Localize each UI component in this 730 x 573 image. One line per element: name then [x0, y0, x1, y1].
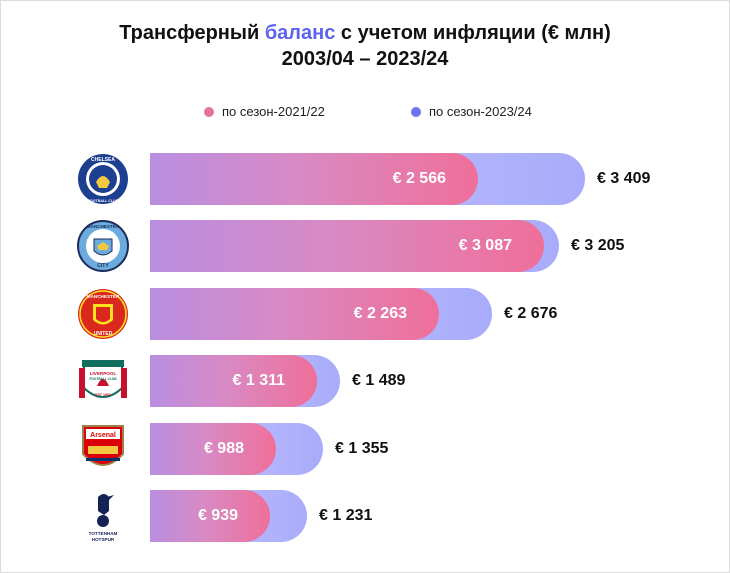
value-label-2023: € 1 231 [319, 507, 373, 524]
crest-text-bottom: EST 1892 [95, 393, 111, 397]
title-part2: с учетом инфляции (€ млн) [335, 22, 611, 44]
crest-trim [79, 290, 127, 338]
nameplate [86, 428, 120, 439]
bar-2021 [150, 287, 439, 340]
devil-icon [96, 306, 110, 322]
value-label-2021: € 1 311 [232, 372, 286, 390]
value-label-2023: € 1 355 [335, 439, 389, 457]
chart-subtitle: 2003/04 – 2023/24 [281, 48, 449, 70]
football-icon [97, 515, 109, 527]
manchester-united-logo: MANCHESTER UNITED [78, 288, 128, 339]
value-label-2023: € 1 489 [352, 372, 406, 390]
bar-2021 [150, 153, 478, 205]
value-label-2023: € 3 409 [597, 170, 651, 187]
cannon-icon [88, 445, 118, 454]
value-label-2021: € 988 [203, 439, 244, 457]
bar-row: € 1 311 € 1 489 LIVERPOOL FOOTBALL CLUB EST … [0, 355, 730, 408]
title-part1: Трансферный [119, 22, 265, 44]
bar-2021 [150, 422, 276, 475]
legend-dot-2021 [204, 107, 214, 117]
flame-left-icon [79, 368, 85, 399]
bar-row: € 988 € 1 355 Arsenal [0, 422, 730, 475]
arsenal-logo: Arsenal [82, 424, 124, 466]
crest-text-bottom: FOOTBALL CLUB [88, 199, 119, 203]
cockerel-icon [98, 494, 109, 515]
flame-right-icon [121, 368, 127, 399]
crest-text-top: LIVERPOOL [90, 371, 117, 376]
ship-icon [97, 242, 109, 251]
bar-2021 [150, 490, 270, 542]
chelsea-logo: CHELSEA FOOTBALL CLUB [78, 154, 128, 204]
bar-row: € 3 087 € 3 205 MANCHESTER CITY [0, 220, 730, 273]
legend-item-2021: по сезон-2021/22 [204, 104, 325, 119]
bar-2021 [150, 355, 317, 408]
bar-row: € 2 263 € 2 676 MANCHESTER UNITED [0, 287, 730, 340]
crest-text-top: MANCHESTER [87, 224, 120, 229]
bar-2021 [150, 220, 544, 273]
crest-text-bottom: UNITED [94, 331, 113, 337]
legend: по сезон-2021/22 по сезон-2023/24 [0, 104, 730, 124]
legend-item-2023: по сезон-2023/24 [411, 104, 532, 119]
value-label-2021: € 939 [197, 507, 238, 524]
legend-label-2021: по сезон-2021/22 [222, 104, 325, 119]
manchester-city-logo: MANCHESTER CITY [77, 220, 129, 273]
legend-label-2023: по сезон-2023/24 [429, 104, 532, 119]
legend-dot-2023 [411, 107, 421, 117]
value-label-2023: € 3 205 [571, 237, 625, 255]
bar-row: € 939 € 1 231 TOTTENHAM HOTSPUR [0, 490, 730, 542]
chart-title: Трансферный баланс с учетом инфляции (€ … [0, 20, 730, 72]
value-label-2021: € 3 087 [458, 237, 512, 255]
title-highlight: баланс [264, 22, 336, 44]
crest-text-top: MANCHESTER [87, 294, 120, 299]
crest-stripe [86, 457, 120, 461]
crest-text-middle: FOOTBALL CLUB [89, 377, 117, 381]
liverbird-icon [97, 379, 109, 387]
lion-icon [96, 176, 110, 188]
crest-text-bottom: HOTSPUR [92, 537, 115, 542]
crest-text-top: CHELSEA [91, 157, 115, 163]
gates-icon [82, 360, 124, 368]
beak-icon [107, 495, 114, 500]
crest-text-bottom: CITY [97, 263, 109, 269]
value-label-2023: € 2 676 [504, 304, 558, 322]
value-label-2021: € 2 263 [353, 304, 407, 322]
bar-row: € 2 566 € 3 409 CHELSEA FOOTBALL CLUB [0, 153, 730, 205]
crest-text: Arsenal [90, 432, 116, 439]
value-label-2021: € 2 566 [392, 170, 446, 187]
title-line: Трансферный баланс с учетом инфляции (€ … [0, 20, 730, 46]
crest-text-top: TOTTENHAM [89, 531, 118, 536]
